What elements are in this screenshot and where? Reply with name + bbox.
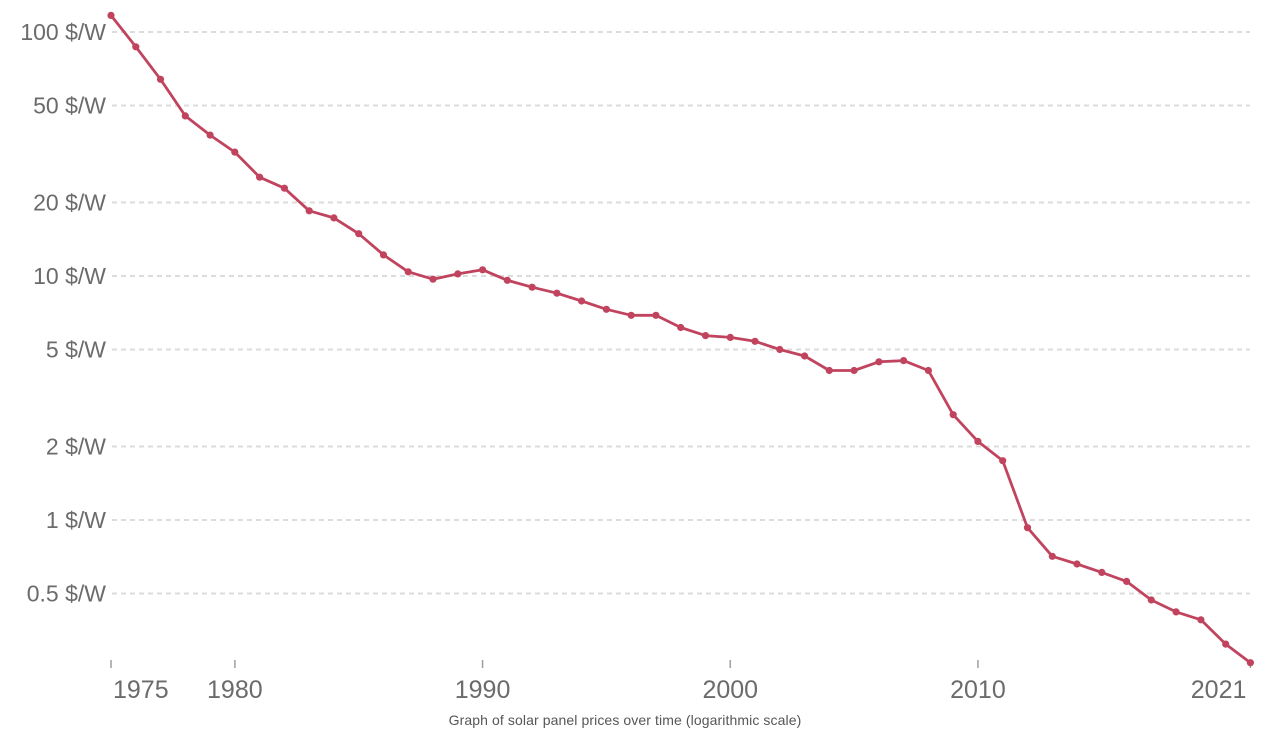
data-point[interactable] [801,352,809,360]
x-axis-label: 2010 [950,676,1006,704]
data-point[interactable] [305,207,313,215]
data-point[interactable] [949,411,957,419]
data-point[interactable] [1222,640,1230,648]
data-point[interactable] [1246,659,1254,667]
data-point[interactable] [503,276,511,284]
x-axis-label: 2000 [702,676,758,704]
data-point[interactable] [132,43,140,51]
chart-caption: Graph of solar panel prices over time (l… [448,712,802,728]
y-axis-label: 20 $/W [33,189,106,215]
data-point[interactable] [602,305,611,313]
data-point[interactable] [280,184,288,192]
data-point[interactable] [726,333,734,341]
data-point[interactable] [553,289,561,297]
data-point[interactable] [256,173,264,181]
data-point[interactable] [479,266,487,274]
data-point[interactable] [701,332,710,340]
data-point[interactable] [206,131,214,139]
data-point[interactable] [1172,608,1180,616]
data-point[interactable] [1123,577,1131,586]
data-point[interactable] [330,214,338,222]
data-point[interactable] [156,75,165,83]
line-chart-canvas[interactable]: 100 $/W 50 $/W 20 $/W 10 $/W 5 $/W 2 $/W 1 $/W… [0,0,1277,710]
data-point[interactable] [924,366,933,375]
data-point[interactable] [900,357,908,365]
data-point[interactable] [355,230,363,238]
data-point[interactable] [875,358,883,366]
x-axis-label: 2021 [1191,676,1247,704]
data-point[interactable] [825,366,833,375]
data-point[interactable] [454,270,462,278]
data-point[interactable] [1147,596,1155,604]
data-point[interactable] [429,275,437,283]
data-point[interactable] [1048,552,1056,560]
data-point[interactable] [181,112,189,120]
data-point[interactable] [652,311,660,319]
x-axis-label: 1990 [455,676,511,704]
data-point[interactable] [974,437,982,445]
data-point[interactable] [776,345,784,354]
data-point[interactable] [627,311,635,319]
data-point[interactable] [1197,616,1205,624]
y-axis-label: 0.5 $/W [27,580,107,606]
y-axis-label: 100 $/W [20,19,106,45]
data-point[interactable] [999,457,1007,465]
y-axis-label: 1 $/W [46,507,106,533]
data-point[interactable] [850,366,858,375]
data-point[interactable] [1023,524,1032,532]
data-point[interactable] [404,268,412,276]
data-point[interactable] [231,148,239,156]
data-point[interactable] [677,323,685,332]
data-point[interactable] [379,251,388,259]
y-axis-label: 10 $/W [33,263,106,289]
data-point[interactable] [528,283,536,291]
data-point[interactable] [1073,560,1081,568]
data-point[interactable] [107,11,115,19]
data-point[interactable] [1098,568,1106,577]
data-point[interactable] [578,297,586,305]
x-axis-label: 1975 [113,676,169,704]
x-axis-label: 1980 [207,676,263,704]
y-axis-label: 50 $/W [33,92,106,118]
data-point[interactable] [751,337,759,345]
y-axis-label: 2 $/W [46,433,106,459]
y-axis-label: 5 $/W [46,336,106,362]
